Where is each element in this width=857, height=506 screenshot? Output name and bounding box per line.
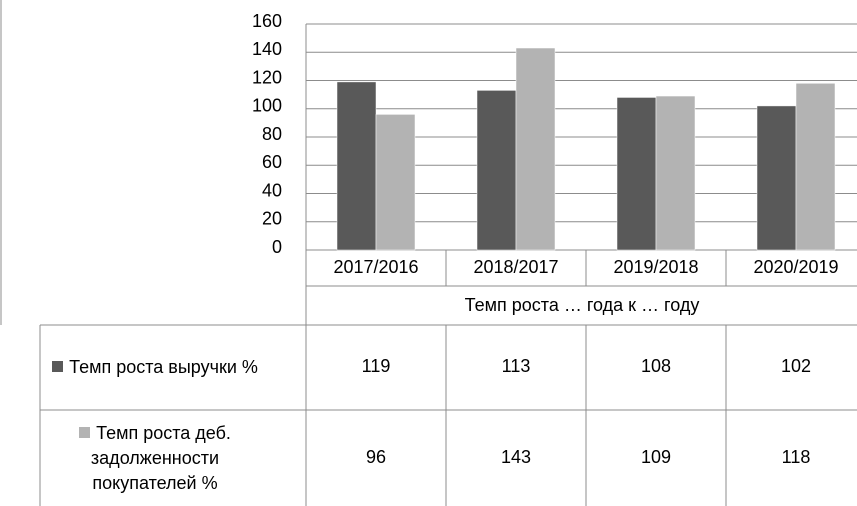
y-tick-label: 0 [272,237,282,257]
legend-entry: Темп роста деб. задолженности покупателе… [50,421,260,496]
y-tick-label: 100 [252,96,282,116]
x-tick-label: 2018/2017 [473,257,558,277]
legend-label: Темп роста деб. задолженности покупателе… [90,422,231,493]
y-tick-label: 80 [262,124,282,144]
bar [476,90,517,251]
y-tick-label: 40 [262,180,282,200]
legend-entry: Темп роста выручки % [50,355,260,380]
y-tick-label: 160 [252,11,282,31]
bar [515,47,556,251]
y-tick-label: 120 [252,67,282,87]
x-tick-label: 2020/2019 [753,257,838,277]
y-tick-label: 20 [262,209,282,229]
bar [795,83,836,251]
table-value: 118 [782,447,811,467]
table-value: 96 [366,447,386,467]
bar [375,114,416,251]
table-value: 109 [641,447,671,467]
table-value: 143 [501,447,531,467]
x-tick-label: 2017/2016 [333,257,418,277]
table-value: 108 [641,356,671,376]
legend-key [52,360,64,372]
y-tick-label: 60 [262,152,282,172]
legend-label: Темп роста выручки % [69,356,258,377]
table-value: 113 [502,356,531,376]
bar [756,105,797,251]
bar [616,97,657,251]
bar [655,95,696,251]
table-value: 119 [362,356,391,376]
bar [336,81,377,251]
legend-key [79,426,91,438]
x-axis-title: Темп роста … года к … году [465,295,700,315]
x-tick-label: 2019/2018 [613,257,698,277]
table-value: 102 [781,356,811,376]
y-tick-label: 140 [252,39,282,59]
